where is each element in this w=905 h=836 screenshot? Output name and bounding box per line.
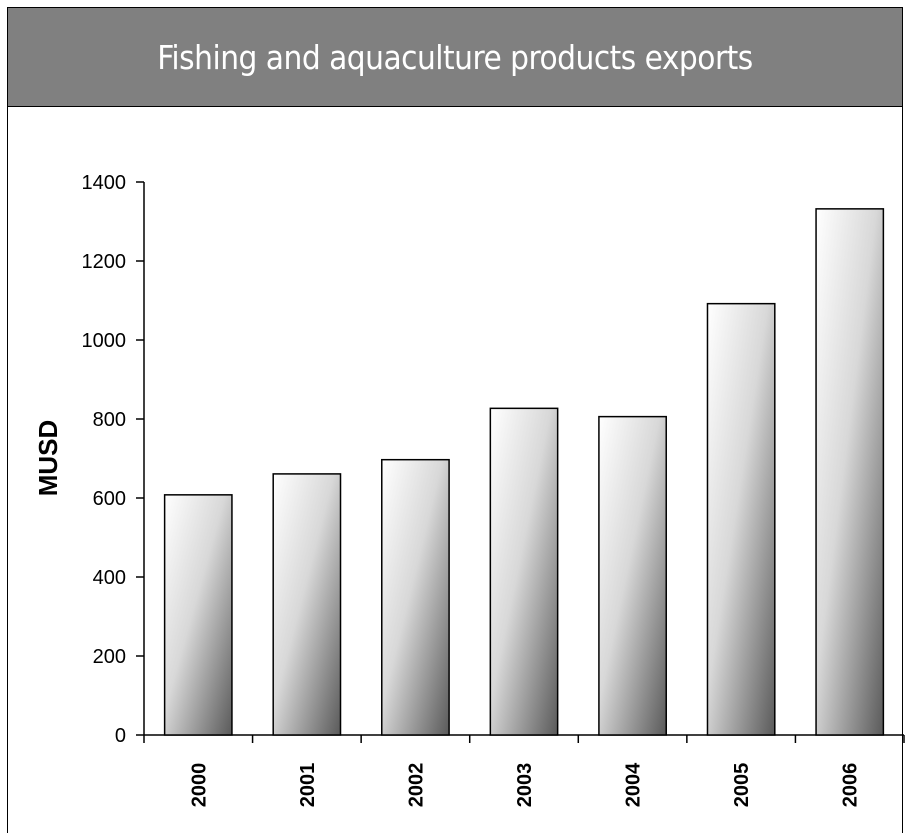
y-tick-label: 200 bbox=[93, 646, 126, 668]
x-tick-label: 2001 bbox=[297, 763, 319, 808]
bars bbox=[163, 208, 885, 736]
bar-2002 bbox=[381, 458, 450, 736]
x-tick-label: 2005 bbox=[731, 763, 753, 808]
y-tick-label: 800 bbox=[93, 409, 126, 431]
chart-title-bar: Fishing and aquaculture products exports bbox=[7, 7, 903, 107]
y-axis-title: MUSD bbox=[33, 420, 63, 497]
bar-2004 bbox=[598, 415, 667, 736]
y-tick-label: 1400 bbox=[82, 172, 127, 194]
y-tick-label: 1000 bbox=[82, 330, 127, 352]
x-tick-label: 2002 bbox=[405, 763, 427, 808]
y-tick-label: 400 bbox=[93, 567, 126, 589]
x-tick-label: 2006 bbox=[840, 763, 862, 808]
chart-title: Fishing and aquaculture products exports bbox=[157, 37, 753, 77]
y-tick-label: 1200 bbox=[82, 251, 127, 273]
x-tick-label: 2004 bbox=[623, 762, 645, 807]
bar-2006 bbox=[815, 208, 885, 736]
bar-2000 bbox=[163, 494, 233, 736]
x-tick-label: 2003 bbox=[514, 763, 536, 808]
bar-2005 bbox=[706, 302, 776, 736]
y-tick-label: 600 bbox=[93, 488, 126, 510]
y-tick-label: 0 bbox=[115, 725, 126, 747]
x-axis: 2000 2001 2002 2003 2004 2005 2006 bbox=[143, 734, 905, 808]
x-tick-label: 2000 bbox=[188, 763, 210, 808]
y-axis: 0 200 400 600 800 1000 1200 1400 bbox=[82, 172, 145, 747]
bar-2001 bbox=[272, 473, 342, 736]
bar-2003 bbox=[489, 407, 559, 736]
